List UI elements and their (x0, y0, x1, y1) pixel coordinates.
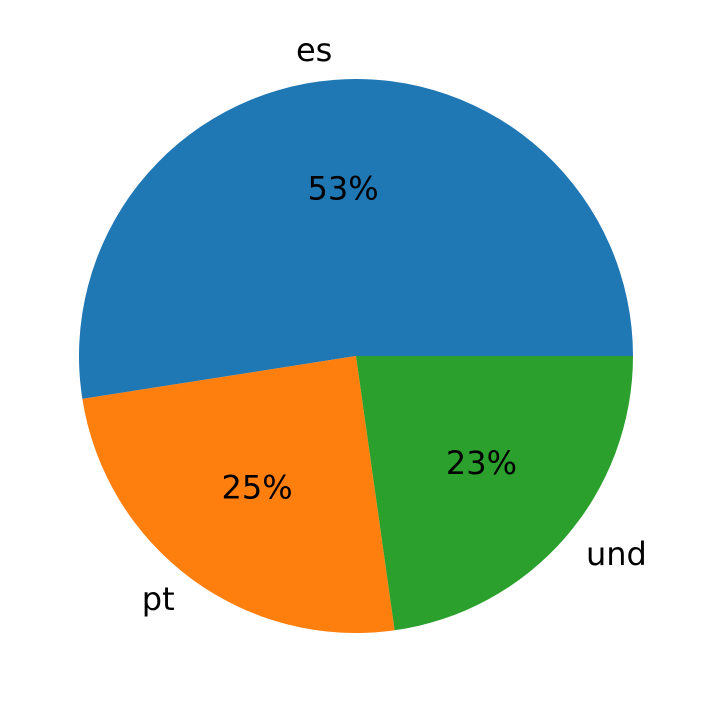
slice-label: es (296, 31, 332, 69)
pie-slice (82, 356, 395, 633)
pie-slice (78, 78, 634, 399)
value-label: 53% (308, 169, 379, 207)
slice-label: und (586, 535, 647, 573)
value-label: 23% (446, 444, 517, 482)
slice-label: pt (142, 580, 175, 618)
value-label: 25% (221, 469, 292, 507)
pie-slice (356, 356, 633, 631)
